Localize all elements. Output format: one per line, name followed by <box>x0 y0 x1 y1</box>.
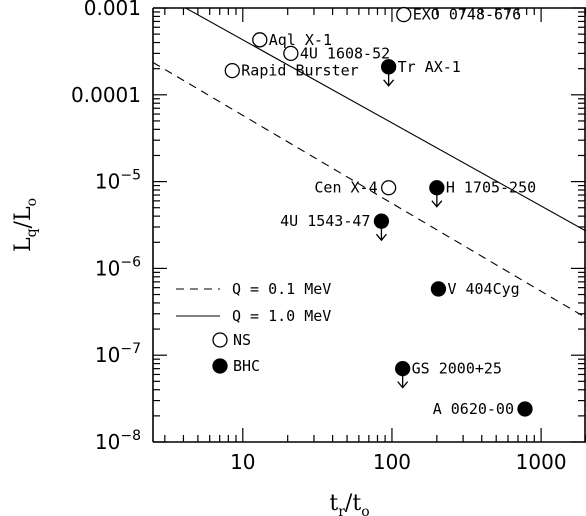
y-tick-label: 10−5 <box>95 168 141 194</box>
upper-limit-arrowhead <box>431 200 443 208</box>
y-tick-label: 10−8 <box>95 428 141 454</box>
data-points <box>224 6 533 417</box>
line-q-1.0 <box>184 8 586 232</box>
point-label: 4U 1608-52 <box>300 44 390 62</box>
point-label: V 404Cyg <box>447 280 519 298</box>
model-lines <box>153 8 586 319</box>
x-axis-label: tr/to <box>329 491 369 516</box>
axis-ticks: 10 100 1000 0.001 0.0001 10−5 10−6 10−7 10−8 <box>71 0 586 474</box>
y-tick-label: 0.0001 <box>71 83 141 107</box>
point-label: H 1705-250 <box>446 179 536 197</box>
legend-line-label: Q = 0.1 MeV <box>232 280 331 298</box>
axis-labels: tr/to Lq/Lo <box>11 198 370 516</box>
legend-marker <box>212 332 228 348</box>
plot-frame <box>152 7 586 443</box>
legend-marker-label: BHC <box>233 357 260 375</box>
x-tick-label: 100 <box>373 450 411 474</box>
ns-point <box>283 45 299 62</box>
bhc-point <box>373 213 390 229</box>
bhc-point <box>429 180 445 196</box>
y-axis-label: Lq/Lo <box>11 198 40 252</box>
ns-point <box>252 32 268 48</box>
point-label: GS 2000+25 <box>412 360 502 378</box>
y-tick-label: 10−6 <box>95 254 141 280</box>
bhc-point <box>430 281 447 297</box>
point-label: A 0620-00 <box>433 400 514 418</box>
x-tick-label: 10 <box>230 450 255 474</box>
upper-limit-arrowhead <box>375 233 387 242</box>
point-label: Rapid Burster <box>241 62 358 80</box>
legend-marker-label: NS <box>233 331 251 349</box>
upper-limit-arrowhead <box>383 79 395 87</box>
upper-limit-arrowhead <box>397 381 409 389</box>
bhc-point <box>517 401 533 417</box>
legend: Q = 0.1 MeV Q = 1.0 MeV NS BHC <box>176 280 331 375</box>
point-label: EXO 0748-676 <box>413 6 521 24</box>
point-label: 4U 1543-47 <box>280 212 370 230</box>
y-tick-label: 10−7 <box>95 341 141 367</box>
y-tick-label: 0.001 <box>84 0 141 20</box>
ns-point <box>380 180 397 196</box>
point-label: Tr AX-1 <box>398 58 461 76</box>
legend-marker <box>212 358 228 374</box>
x-tick-label: 1000 <box>516 450 567 474</box>
ns-point <box>396 6 412 23</box>
point-label: Cen X-4 <box>314 179 377 197</box>
legend-line-label: Q = 1.0 MeV <box>232 307 331 325</box>
point-label: Aql X-1 <box>269 31 332 49</box>
ns-point <box>224 62 240 79</box>
bhc-point <box>395 360 411 377</box>
